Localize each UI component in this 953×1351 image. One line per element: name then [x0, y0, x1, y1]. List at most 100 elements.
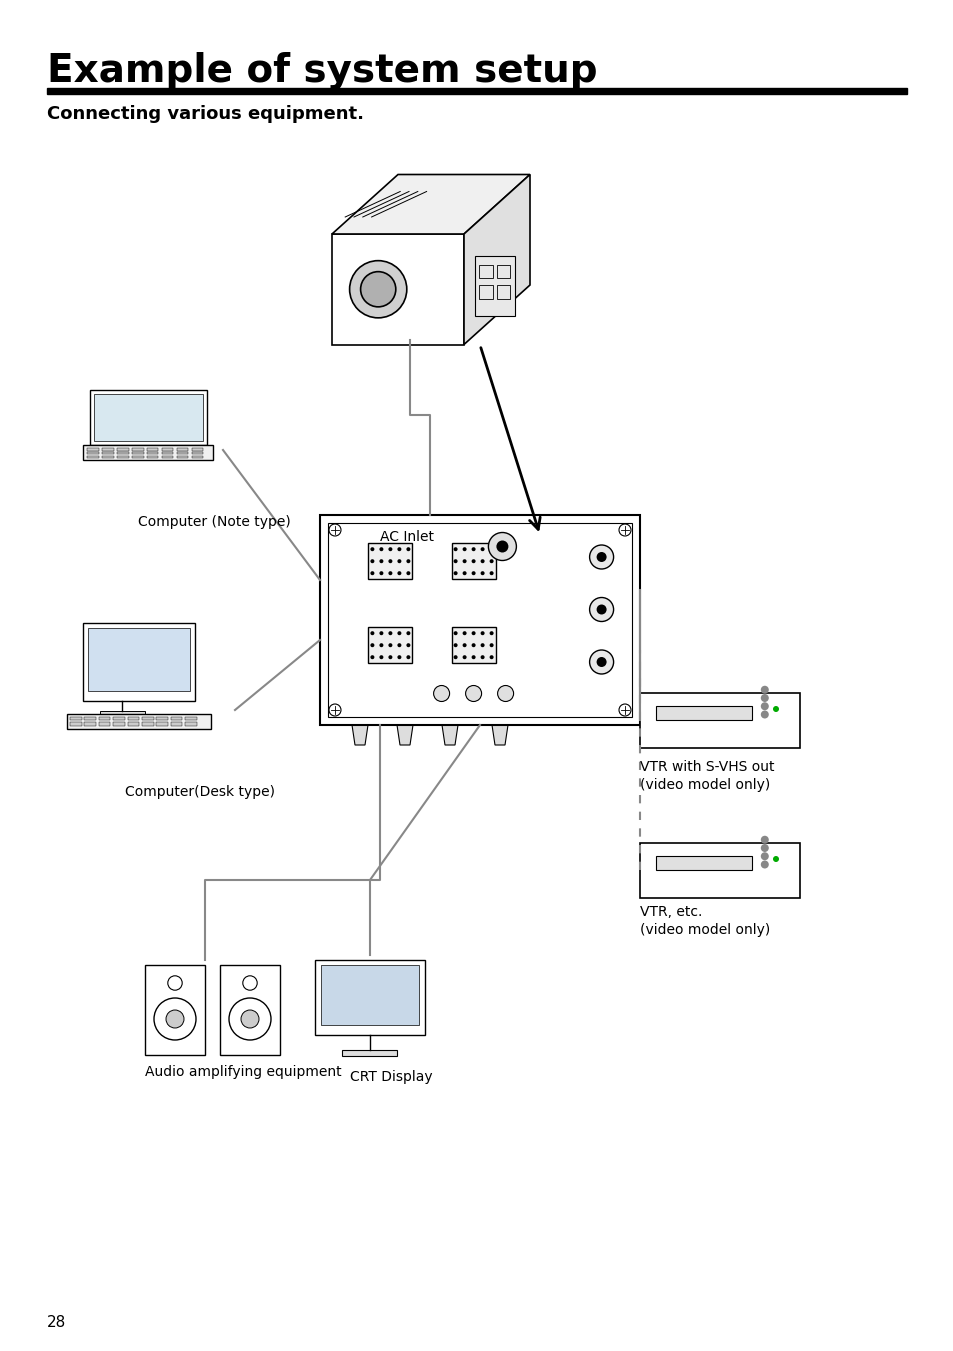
Circle shape: [462, 547, 466, 551]
Bar: [192, 451, 203, 454]
Bar: [319, 515, 639, 725]
Bar: [171, 716, 182, 720]
Circle shape: [480, 655, 484, 659]
Bar: [102, 449, 113, 451]
Circle shape: [462, 631, 466, 635]
Circle shape: [489, 655, 493, 659]
Bar: [132, 449, 143, 451]
Circle shape: [760, 861, 768, 869]
Circle shape: [379, 655, 383, 659]
Circle shape: [349, 261, 406, 317]
Circle shape: [370, 631, 374, 635]
Text: Connecting various equipment.: Connecting various equipment.: [47, 105, 364, 123]
Bar: [67, 713, 211, 730]
Bar: [87, 449, 98, 451]
Circle shape: [406, 643, 410, 647]
Circle shape: [489, 631, 493, 635]
Bar: [220, 965, 280, 1055]
Circle shape: [453, 547, 457, 551]
Circle shape: [480, 571, 484, 576]
Bar: [171, 721, 182, 725]
Polygon shape: [396, 725, 413, 744]
Circle shape: [480, 643, 484, 647]
Bar: [142, 716, 153, 720]
Circle shape: [379, 631, 383, 635]
Text: Example of system setup: Example of system setup: [47, 51, 597, 91]
Circle shape: [760, 711, 768, 719]
Text: Computer (Note type): Computer (Note type): [138, 515, 291, 530]
Bar: [162, 449, 173, 451]
Circle shape: [760, 836, 768, 844]
Bar: [84, 721, 96, 725]
Circle shape: [388, 631, 392, 635]
Bar: [162, 455, 173, 458]
Bar: [368, 627, 412, 663]
Bar: [102, 451, 113, 454]
Text: VTR, etc.
(video model only): VTR, etc. (video model only): [639, 905, 769, 938]
Circle shape: [760, 852, 768, 861]
Bar: [70, 721, 81, 725]
Bar: [479, 265, 492, 278]
Polygon shape: [492, 725, 507, 744]
Circle shape: [434, 685, 449, 701]
Circle shape: [772, 857, 779, 862]
Circle shape: [406, 631, 410, 635]
Circle shape: [589, 650, 613, 674]
Bar: [328, 523, 631, 717]
Bar: [185, 716, 196, 720]
Bar: [88, 627, 190, 690]
Circle shape: [453, 655, 457, 659]
Circle shape: [397, 571, 401, 576]
Circle shape: [465, 685, 481, 701]
Circle shape: [480, 559, 484, 563]
Circle shape: [462, 559, 466, 563]
Bar: [83, 444, 213, 459]
Circle shape: [496, 540, 508, 553]
Circle shape: [370, 547, 374, 551]
Circle shape: [406, 571, 410, 576]
Text: Computer(Desk type): Computer(Desk type): [125, 785, 274, 798]
Bar: [113, 721, 125, 725]
Circle shape: [406, 655, 410, 659]
Bar: [332, 234, 463, 345]
Circle shape: [471, 655, 476, 659]
Bar: [47, 88, 906, 95]
Bar: [113, 716, 125, 720]
Circle shape: [388, 559, 392, 563]
Bar: [142, 721, 153, 725]
Circle shape: [406, 559, 410, 563]
Bar: [176, 449, 188, 451]
Bar: [451, 627, 495, 663]
Bar: [147, 451, 158, 454]
Circle shape: [489, 559, 493, 563]
Circle shape: [388, 571, 392, 576]
Circle shape: [166, 1011, 184, 1028]
Circle shape: [379, 559, 383, 563]
Bar: [156, 716, 168, 720]
Bar: [132, 455, 143, 458]
Circle shape: [589, 597, 613, 621]
Circle shape: [397, 547, 401, 551]
Bar: [117, 451, 129, 454]
Circle shape: [379, 547, 383, 551]
Text: CRT Display: CRT Display: [350, 1070, 432, 1084]
Text: AC Inlet: AC Inlet: [379, 530, 434, 544]
Bar: [128, 716, 139, 720]
Bar: [117, 455, 129, 458]
Circle shape: [388, 643, 392, 647]
Bar: [147, 455, 158, 458]
Bar: [70, 716, 81, 720]
Bar: [176, 451, 188, 454]
Bar: [84, 716, 96, 720]
Circle shape: [760, 844, 768, 852]
Circle shape: [596, 604, 606, 615]
Circle shape: [462, 571, 466, 576]
Polygon shape: [332, 174, 530, 234]
Circle shape: [370, 571, 374, 576]
Circle shape: [462, 655, 466, 659]
Bar: [497, 265, 510, 278]
Bar: [639, 843, 800, 897]
Circle shape: [241, 1011, 258, 1028]
Bar: [451, 543, 495, 580]
Circle shape: [489, 643, 493, 647]
